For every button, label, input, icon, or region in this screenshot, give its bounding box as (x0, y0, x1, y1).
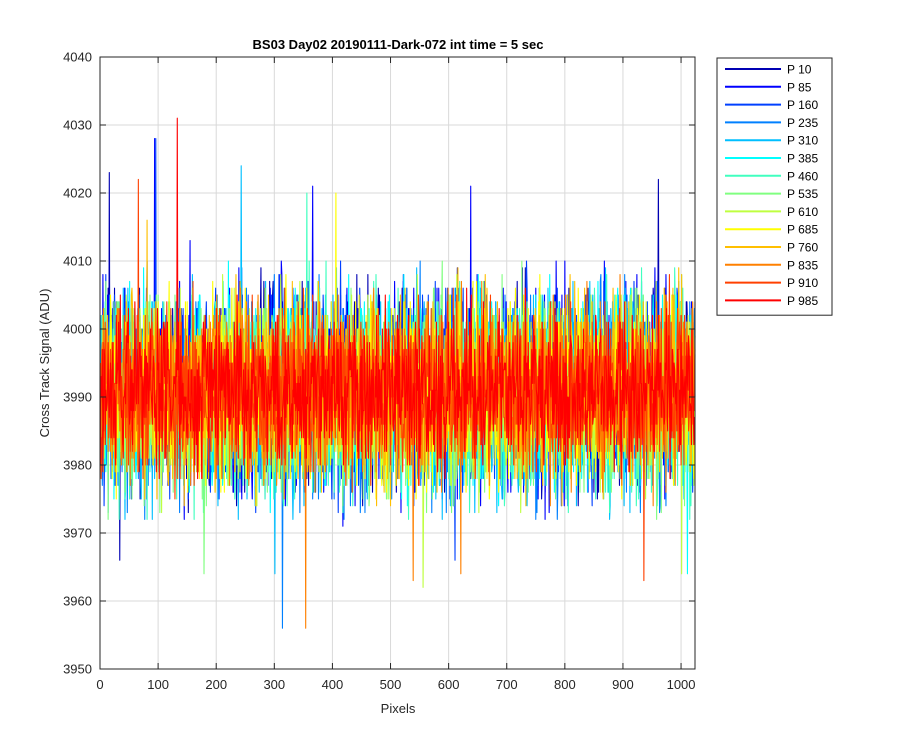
axes-box (99, 56, 696, 670)
legend-label: P 760 (787, 241, 818, 255)
y-tick-label: 3960 (63, 594, 92, 609)
y-tick-label: 3980 (63, 458, 92, 473)
x-tick-label: 1000 (667, 677, 696, 692)
y-tick-label: 4020 (63, 186, 92, 201)
series-line (100, 117, 696, 486)
x-tick-label: 500 (380, 677, 402, 692)
x-tick-label: 0 (96, 677, 103, 692)
y-tick-label: 4030 (63, 118, 92, 133)
x-tick-label: 900 (612, 677, 634, 692)
y-tick-label: 3990 (63, 390, 92, 405)
series-line (100, 178, 696, 582)
x-tick-label: 700 (496, 677, 518, 692)
x-tick-label: 100 (147, 677, 169, 692)
legend-label: P 910 (787, 276, 818, 290)
legend-label: P 460 (787, 169, 818, 183)
x-axis-label: Pixels (381, 701, 416, 716)
chart-title: BS03 Day02 20190111-Dark-072 int time = … (253, 37, 544, 52)
y-tick-label: 4010 (63, 254, 92, 269)
legend-label: P 535 (787, 187, 818, 201)
legend-label: P 685 (787, 223, 818, 237)
x-tick-label: 400 (322, 677, 344, 692)
y-tick-label: 3950 (63, 662, 92, 677)
y-axis-label: Cross Track Signal (ADU) (37, 289, 52, 438)
x-tick-label: 600 (438, 677, 460, 692)
legend: P 10 P 85 P 160 P 235 P 310 P 385 P 460 P 535 P … (716, 57, 833, 316)
legend-label: P 160 (787, 98, 818, 112)
y-tick-label: 4000 (63, 322, 92, 337)
legend-label: P 10 (787, 63, 812, 77)
legend-label: P 385 (787, 152, 818, 166)
legend-label: P 235 (787, 116, 818, 130)
x-tick-label: 800 (554, 677, 576, 692)
y-tick-label: 3970 (63, 526, 92, 541)
legend-label: P 85 (787, 80, 812, 94)
legend-label: P 985 (787, 294, 818, 308)
series-group (100, 117, 696, 629)
x-tick-label: 300 (263, 677, 285, 692)
ticks: 0 100 200 300 400 500 600 700 800 900 1000 3950 3960… (63, 50, 695, 693)
legend-box (716, 57, 833, 316)
legend-label: P 310 (787, 134, 818, 148)
legend-label: P 835 (787, 258, 818, 272)
legend-label: P 610 (787, 205, 818, 219)
y-tick-label: 4040 (63, 50, 92, 65)
x-tick-label: 200 (205, 677, 227, 692)
